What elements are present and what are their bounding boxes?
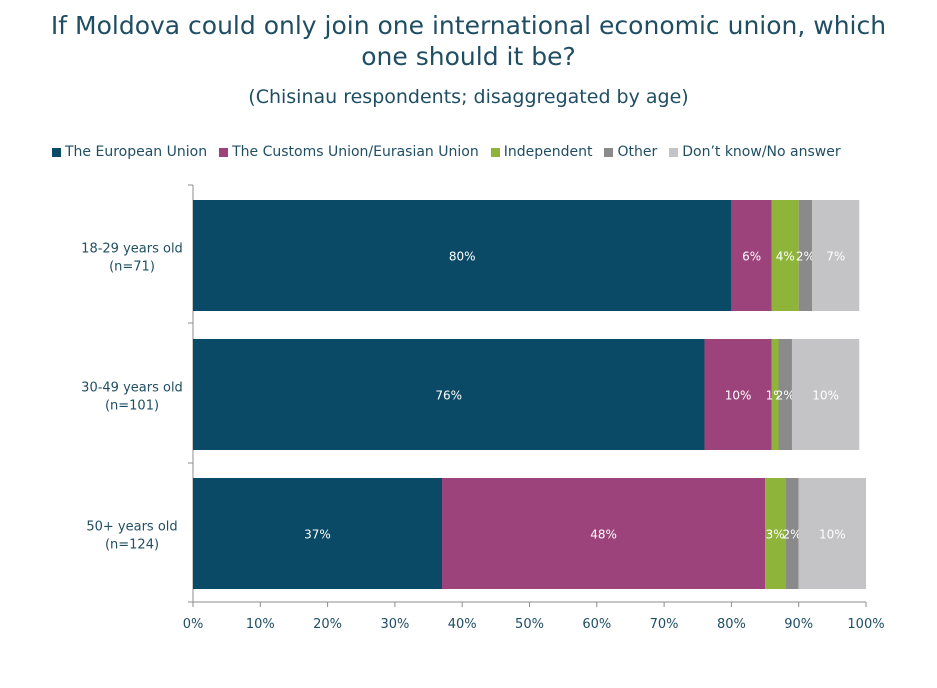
bar-value-label: 2% (782, 528, 801, 542)
x-tick-label: 40% (448, 617, 477, 632)
x-tick-label: 80% (717, 617, 746, 632)
bar-segment (778, 339, 792, 450)
title-line-2: one should it be? (361, 42, 576, 71)
x-tick-label: 10% (246, 617, 275, 632)
legend-swatch (604, 147, 614, 157)
bar-value-label: 6% (742, 250, 761, 264)
bar-segment (704, 339, 772, 450)
bar-segment (193, 339, 705, 450)
bar-segment (193, 478, 443, 589)
legend-item: The Customs Union/Eurasian Union (219, 144, 479, 160)
bar-segment (791, 339, 860, 450)
category-label-line2: (n=71) (109, 260, 155, 275)
bar-value-label: 80% (449, 250, 476, 264)
legend-item: Independent (490, 144, 593, 160)
legend-label: The European Union (65, 144, 208, 160)
bar-value-label: 48% (590, 528, 617, 542)
x-tick-label: 50% (515, 617, 544, 632)
legend-label: Other (617, 144, 658, 160)
bar-segment (442, 478, 766, 589)
legend-label: Don’t know/No answer (682, 144, 841, 160)
legend-swatch (52, 147, 61, 157)
bar-value-label: 76% (435, 389, 462, 403)
bar-segment (785, 478, 799, 589)
x-tick-label: 70% (650, 617, 679, 632)
category-label-line1: 18-29 years old (81, 242, 183, 257)
bar-value-label: 37% (304, 528, 331, 542)
legend-label: Independent (503, 144, 593, 160)
chart-subtitle: (Chisinau respondents; disaggregated by … (248, 86, 689, 108)
category-label-line1: 30-49 years old (81, 381, 183, 396)
x-tick-label: 0% (183, 617, 204, 632)
bar-segment (771, 200, 799, 311)
chart-title: If Moldova could only join one internati… (0, 10, 937, 72)
bar-segment (765, 478, 786, 589)
bar-value-label: 2% (776, 389, 795, 403)
legend: The European Union The Customs Union/Eura… (52, 141, 932, 163)
bar-segment (798, 200, 813, 311)
bar-segment (812, 200, 860, 311)
x-tick-label: 90% (784, 617, 813, 632)
bar-value-label: 4% (776, 250, 795, 264)
legend-label: The Customs Union/Eurasian Union (232, 144, 479, 160)
bar-value-label: 2% (796, 250, 815, 264)
category-label-line2: (n=124) (105, 538, 159, 553)
category-label-line1: 50+ years old (86, 520, 177, 535)
bar-value-label: 7% (826, 250, 845, 264)
x-tick-label: 60% (582, 617, 611, 632)
x-tick-label: 30% (380, 617, 409, 632)
bar-value-label: 10% (725, 389, 752, 403)
bar-segment (798, 478, 866, 589)
legend-swatch (669, 147, 679, 157)
legend-item: Don’t know/No answer (669, 144, 841, 160)
title-line-1: If Moldova could only join one internati… (50, 11, 887, 40)
x-tick-label: 100% (847, 617, 884, 632)
bar-segment (193, 200, 732, 311)
legend-swatch (219, 147, 229, 157)
legend-swatch (490, 147, 500, 157)
category-label-line2: (n=101) (105, 399, 159, 414)
bar-segment (731, 200, 772, 311)
x-tick-label: 20% (313, 617, 342, 632)
bar-segment (771, 339, 779, 450)
bar-value-label: 3% (766, 528, 785, 542)
bar-value-label: 10% (812, 389, 839, 403)
legend-item: Other (604, 144, 657, 160)
legend-item: The European Union (52, 144, 207, 160)
bar-value-label: 10% (819, 528, 846, 542)
